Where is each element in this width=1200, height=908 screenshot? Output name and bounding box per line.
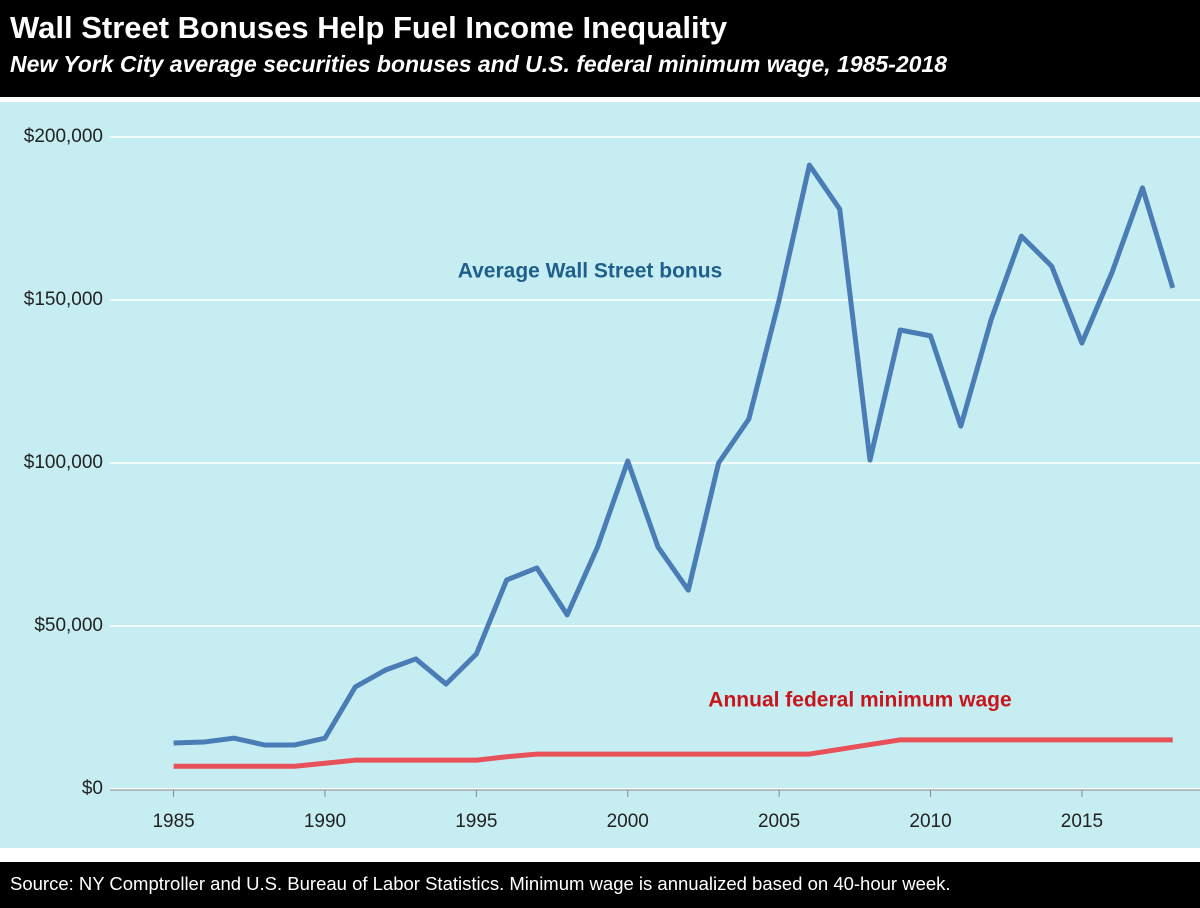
chart-subtitle: New York City average securities bonuses… — [10, 51, 947, 77]
series-label: Annual federal minimum wage — [708, 689, 1011, 712]
series-line — [173, 737, 1173, 769]
x-tick-label: 1995 — [455, 811, 497, 832]
y-tick-label: $100,000 — [24, 452, 103, 473]
y-tick-label: $200,000 — [24, 126, 103, 147]
x-tick-label: 2010 — [909, 811, 951, 832]
x-tick-label: 1990 — [304, 811, 346, 832]
x-tick-label: 2000 — [607, 811, 649, 832]
x-tick-label: 2005 — [758, 811, 800, 832]
x-tick-label: 1985 — [152, 811, 194, 832]
series-line — [173, 162, 1176, 748]
y-tick-label: $50,000 — [34, 615, 103, 636]
plot-background — [0, 102, 1200, 848]
x-tick-label: 2015 — [1061, 811, 1103, 832]
footer-band — [0, 862, 1200, 908]
y-tick-label: $150,000 — [24, 289, 103, 310]
series-label: Average Wall Street bonus — [458, 260, 723, 283]
header-band — [0, 0, 1200, 97]
chart-title: Wall Street Bonuses Help Fuel Income Ine… — [10, 10, 728, 45]
y-tick-label: $0 — [82, 778, 103, 799]
source-note: Source: NY Comptroller and U.S. Bureau o… — [10, 873, 951, 894]
